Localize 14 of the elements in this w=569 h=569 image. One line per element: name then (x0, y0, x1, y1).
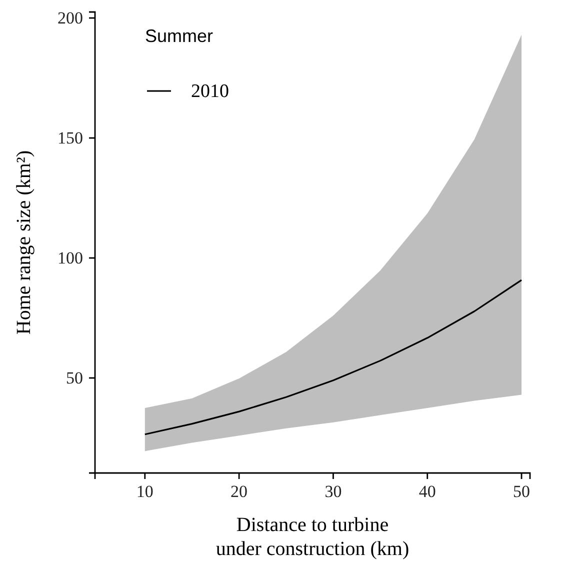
y-axis-title: Home range size (km²) (13, 150, 35, 335)
y-tick-label: 50 (66, 368, 83, 388)
x-tick-label: 40 (418, 482, 436, 502)
x-tick-label: 10 (136, 482, 154, 502)
legend-title: Summer (145, 26, 214, 46)
line-series (144, 279, 522, 436)
x-axis-title: Distance to turbine under construction (km) (216, 514, 410, 560)
y-tick-label: 200 (58, 8, 83, 28)
x-tick-label: 50 (513, 482, 530, 502)
x-tick-label: 20 (230, 482, 248, 502)
legend-label: 2010 (191, 81, 229, 102)
y-tick-label: 100 (58, 248, 83, 268)
x-tick-label: 30 (324, 482, 342, 502)
y-tick-label: 150 (58, 128, 83, 148)
